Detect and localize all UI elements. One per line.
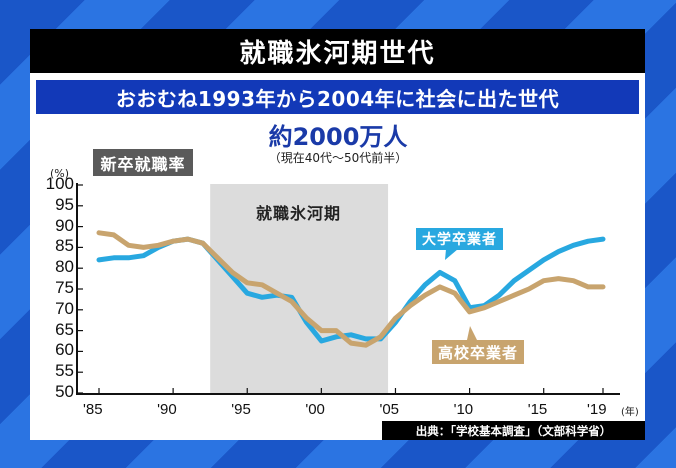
y-tick-label: 65 xyxy=(55,319,74,339)
x-tick-label: '85 xyxy=(83,401,103,418)
population-note: （現在40代～50代前半） xyxy=(268,151,408,165)
high-school-line xyxy=(96,230,606,348)
source-credit: 出典：「学校基本調査」（文部科学省） xyxy=(382,421,645,440)
subtitle-banner: おおむね1993年から2004年に社会に出た世代 xyxy=(36,80,639,114)
y-axis-unit: (%) xyxy=(50,167,70,180)
population-figure: 約2000万人 xyxy=(268,123,408,151)
y-tick-label: 85 xyxy=(55,236,74,256)
x-tick-label: '05 xyxy=(379,401,400,418)
y-tick-label: 100 xyxy=(45,174,74,193)
page-title: 就職氷河期世代 xyxy=(30,29,645,73)
university-series-label: 大学卒業者 xyxy=(416,228,503,250)
y-tick-label: 50 xyxy=(55,382,74,401)
x-tick-label: '10 xyxy=(453,401,474,418)
chart-title-text: 新卒就職率 xyxy=(100,154,186,174)
source-text: 出典：「学校基本調査」（文部科学省） xyxy=(415,423,612,438)
high-school-callout-pointer xyxy=(467,326,477,340)
y-tick-label: 70 xyxy=(55,298,74,318)
y-tick-label: 55 xyxy=(55,361,74,381)
university-callout-pointer xyxy=(445,249,458,260)
high-school-series-label: 高校卒業者 xyxy=(432,340,525,364)
page-title-text: 就職氷河期世代 xyxy=(239,38,436,69)
y-tick-label: 60 xyxy=(55,340,74,360)
chart-title-badge: 新卒就職率 xyxy=(93,149,193,176)
subtitle-text: おおむね1993年から2004年に社会に出た世代 xyxy=(115,86,560,111)
y-tick-label: 90 xyxy=(55,215,74,235)
x-tick-label: '00 xyxy=(305,401,325,418)
x-tick-label: '90 xyxy=(157,401,177,418)
ice-age-band-label: 就職氷河期 xyxy=(255,204,341,223)
y-tick-label: 80 xyxy=(55,257,74,277)
x-tick-label: '15 xyxy=(527,401,548,418)
x-axis-unit: (年) xyxy=(621,407,639,418)
y-tick-label: 75 xyxy=(55,278,74,297)
x-tick-label: '19 xyxy=(587,401,607,418)
high-school-label-text: 高校卒業者 xyxy=(438,343,519,362)
university-label-text: 大学卒業者 xyxy=(422,232,497,248)
x-tick-label: '95 xyxy=(231,401,251,418)
y-tick-label: 95 xyxy=(55,194,74,214)
